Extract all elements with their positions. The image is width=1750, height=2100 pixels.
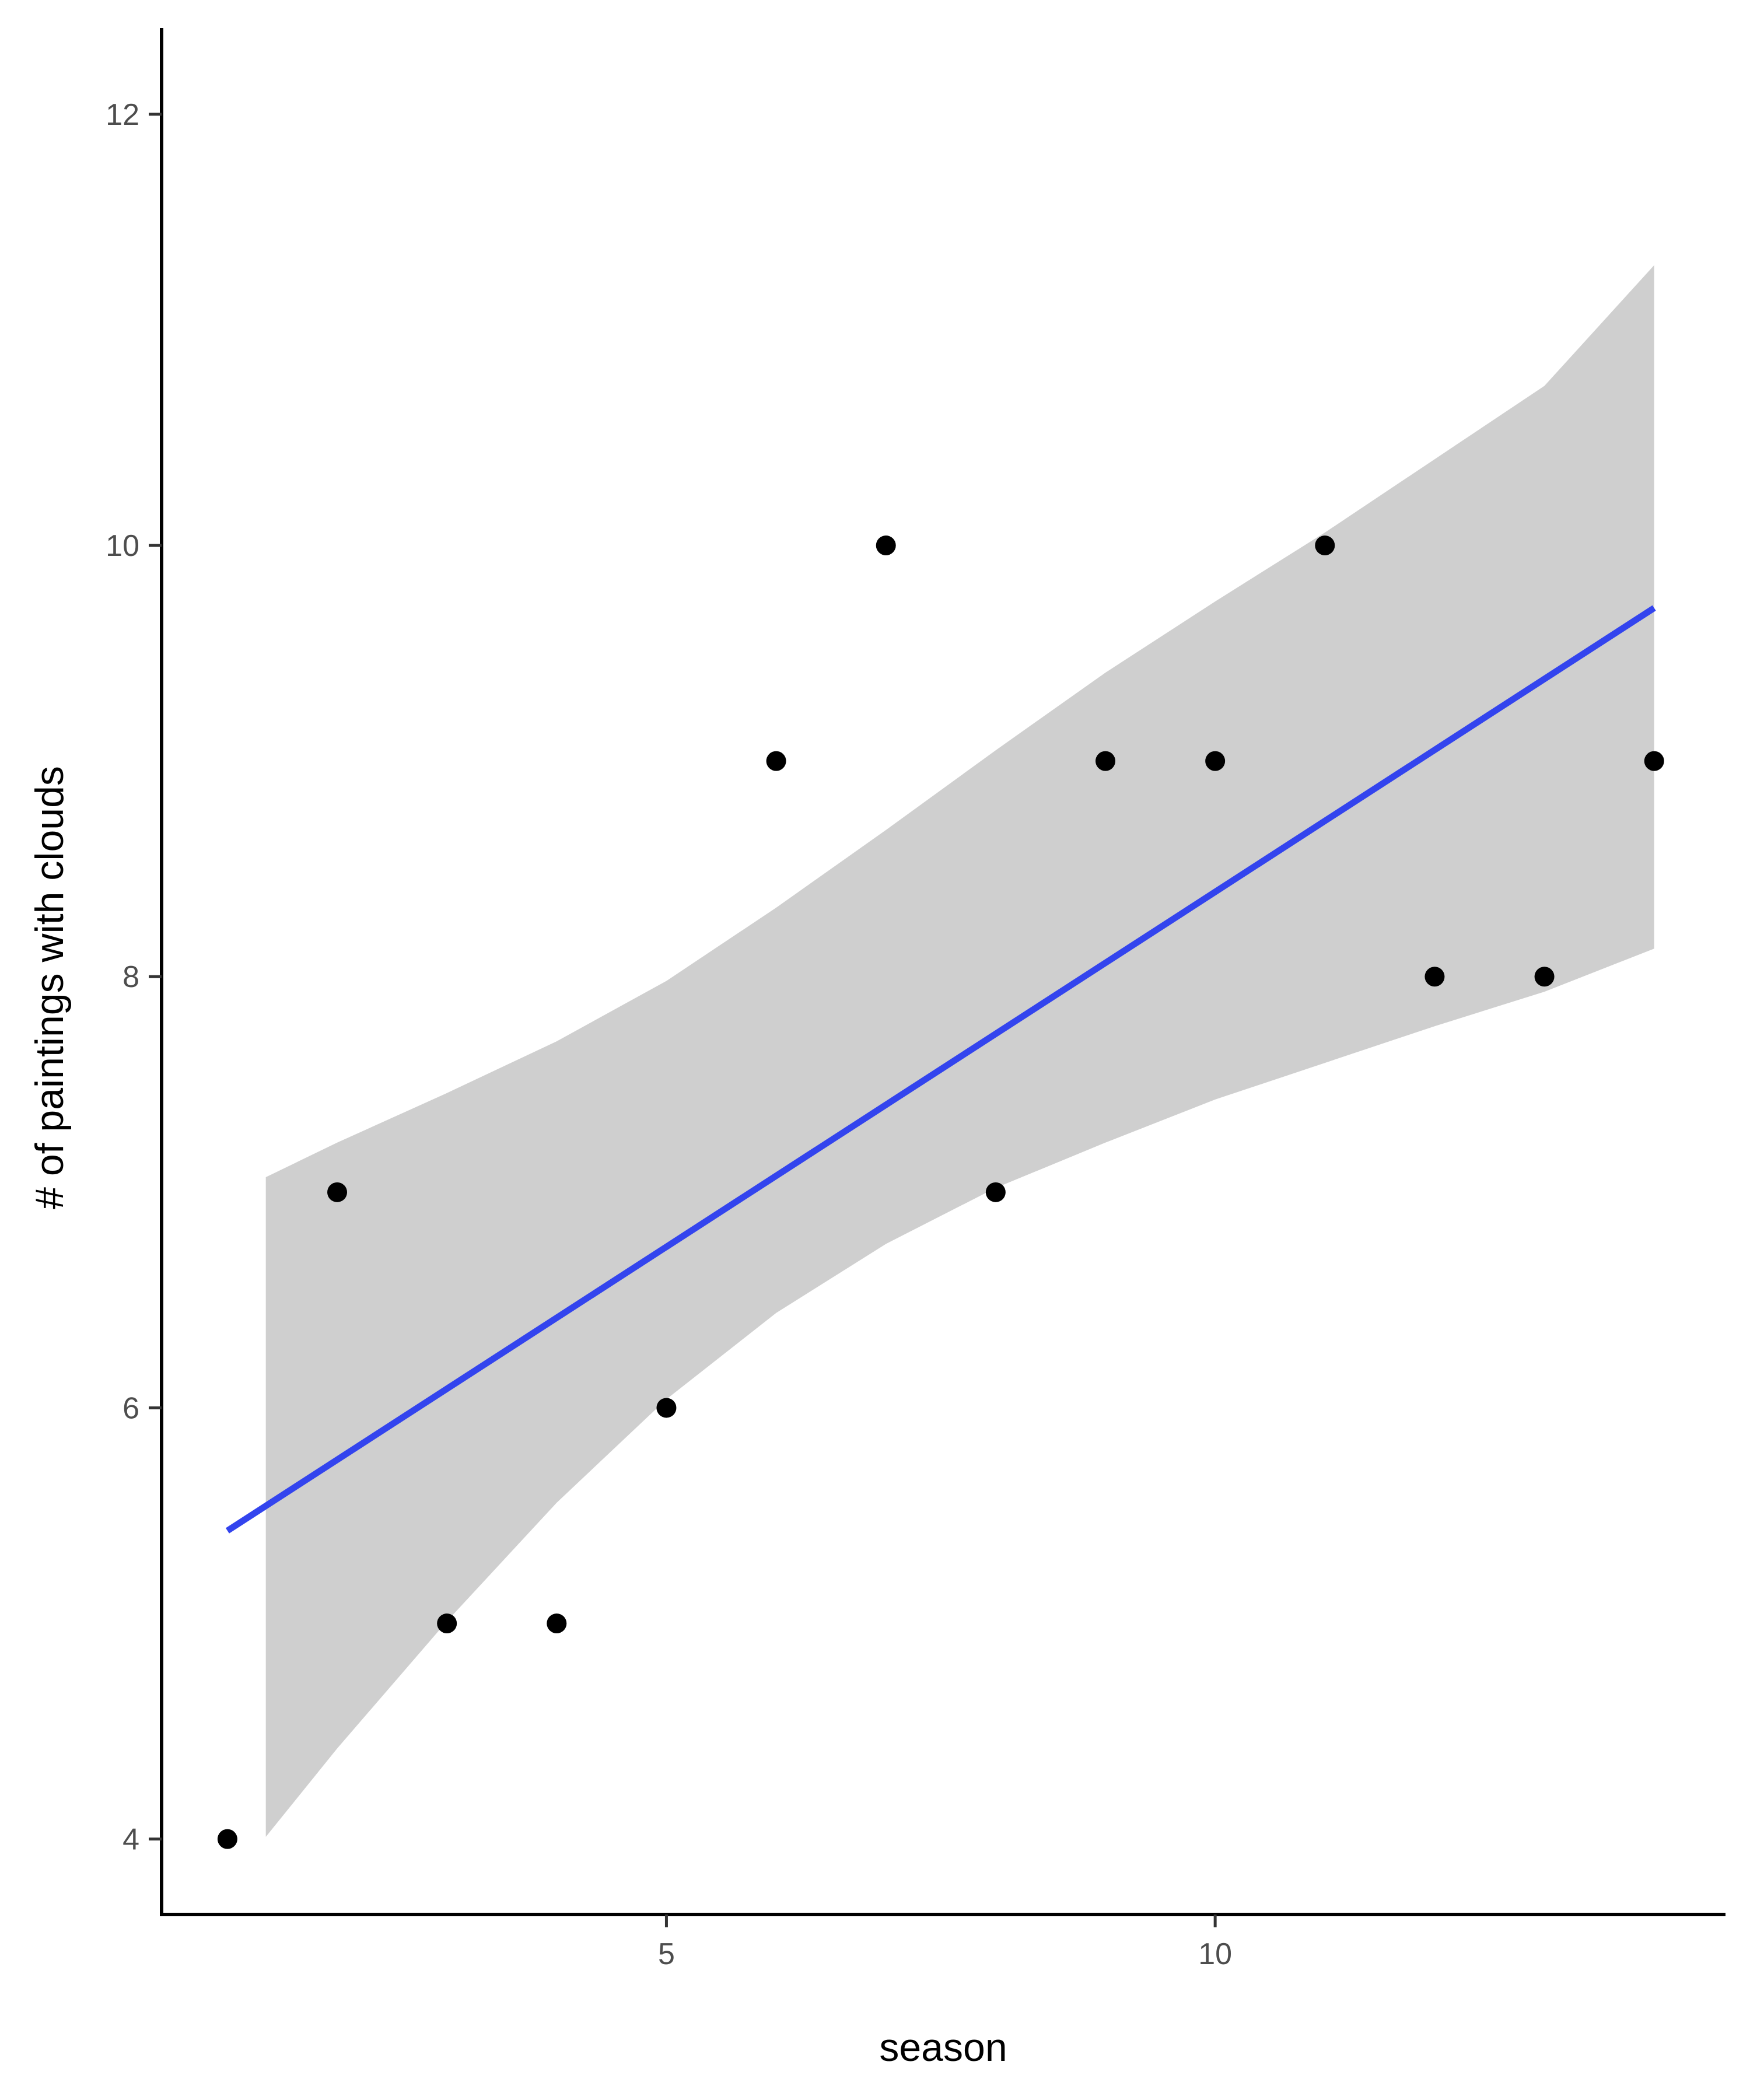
y-tick-label: 4 <box>123 1823 139 1857</box>
data-point <box>876 536 896 556</box>
data-point <box>1534 967 1555 987</box>
y-axis-title: # of paintings with clouds <box>27 766 72 1209</box>
y-tick-label: 6 <box>123 1391 139 1425</box>
points-layer <box>217 536 1664 1849</box>
data-point <box>327 1182 348 1202</box>
trend-line-layer <box>225 605 1656 1534</box>
y-tick-label: 12 <box>106 98 139 132</box>
y-tick-label: 8 <box>123 960 139 994</box>
x-tick-label: 5 <box>658 1937 675 1971</box>
x-axis-title: season <box>879 2025 1007 2070</box>
axes-layer <box>160 28 1726 1916</box>
data-point <box>1315 536 1335 556</box>
y-tick-label: 10 <box>106 529 139 563</box>
data-point <box>547 1614 567 1634</box>
data-point <box>985 1182 1006 1202</box>
confidence-band-layer <box>265 265 1654 1837</box>
data-point <box>1644 751 1664 771</box>
confidence-band <box>265 265 1654 1837</box>
trend-line <box>225 605 1656 1534</box>
data-point <box>766 751 786 771</box>
x-tick-label: 10 <box>1198 1937 1232 1971</box>
data-point <box>1424 967 1445 987</box>
data-point <box>656 1398 677 1418</box>
data-point <box>1205 751 1226 771</box>
ticks-layer: 5 10 4 6 8 10 12 <box>106 98 1232 1971</box>
data-point <box>1096 751 1116 771</box>
data-point <box>217 1829 237 1849</box>
data-point <box>437 1614 457 1634</box>
